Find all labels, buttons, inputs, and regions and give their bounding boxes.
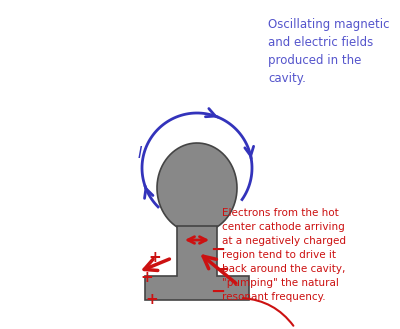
- Text: −: −: [214, 261, 230, 279]
- Text: I: I: [138, 145, 142, 161]
- Text: −: −: [210, 241, 226, 259]
- Text: +: +: [149, 250, 161, 266]
- Polygon shape: [157, 143, 237, 233]
- Text: +: +: [141, 270, 153, 286]
- Text: −: −: [210, 283, 226, 301]
- Text: +: +: [146, 292, 158, 308]
- Text: Electrons from the hot
center cathode arriving
at a negatively charged
region te: Electrons from the hot center cathode ar…: [222, 208, 346, 302]
- Text: Oscillating magnetic
and electric fields
produced in the
cavity.: Oscillating magnetic and electric fields…: [268, 18, 390, 85]
- Polygon shape: [145, 226, 249, 300]
